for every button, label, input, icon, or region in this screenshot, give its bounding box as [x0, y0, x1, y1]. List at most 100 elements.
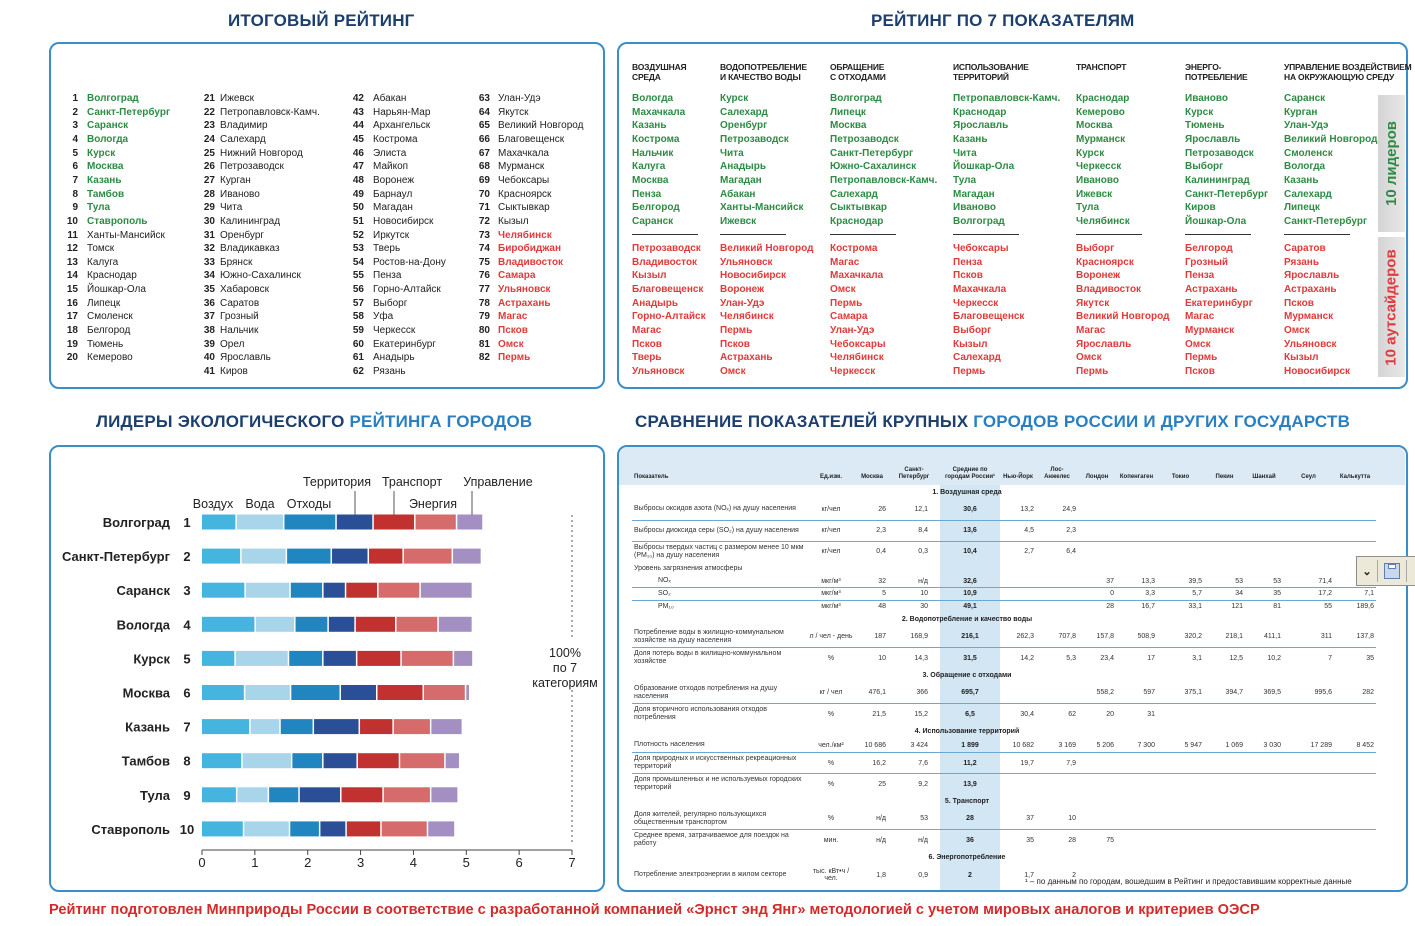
indicator-outsider: Воронеж: [720, 283, 765, 295]
cell-Санкт-Петербург: 9,2: [918, 780, 928, 788]
row-label: Плотность населения: [632, 738, 806, 753]
indicator-leader: Магадан: [953, 188, 995, 200]
indicator-leader: Петрозаводск: [830, 133, 899, 145]
cell-Средние по городам России¹: 11,2: [940, 752, 1000, 774]
indicator-outsider: Кызыл: [953, 338, 988, 350]
bar-segment-Управление: [454, 650, 473, 666]
rating-city: Казань: [87, 174, 122, 186]
cell-Лондон: 0: [1078, 587, 1116, 601]
indicator-leader: Казань: [1284, 174, 1319, 186]
rating-rank: 30: [203, 215, 215, 227]
cell-Лондон: [1078, 541, 1116, 562]
indicator-header: ИСПОЛЬЗОВАНИЕ ТЕРРИТОРИЙ: [953, 62, 1029, 82]
rating-city: Кызыл: [498, 215, 529, 227]
cell-Средние по городам России¹: 10,4: [940, 541, 1000, 562]
cell-Пекин: [1204, 541, 1245, 562]
cell-Средние по городам России¹: 28: [940, 808, 1000, 830]
cell-Средние по городам России¹: 32,6: [940, 575, 1000, 588]
rating-city: Биробиджан: [498, 243, 562, 255]
indicator-outsider: Магас: [830, 256, 860, 268]
cell-Санкт-Петербург: 7,6: [888, 752, 940, 774]
indicator-leader: Ярославль: [953, 120, 1009, 132]
rating-rank: 16: [66, 297, 78, 309]
rating-city: Ижевск: [220, 93, 255, 104]
save-icon[interactable]: [1384, 563, 1400, 579]
row-unit: %: [827, 780, 835, 788]
rating-city: Магас: [498, 311, 528, 323]
outsiders-side-tab: 10 аутсайдеров: [1378, 237, 1405, 377]
cell-Сеул: [1283, 808, 1334, 830]
table-row: Образование отходов потребления на душу …: [632, 682, 1376, 704]
cell-Лос-Анжелес: [1036, 682, 1078, 704]
cell-Санкт-Петербург: 14,3: [914, 654, 928, 662]
indicator-leader: Липецк: [830, 106, 866, 118]
indicator-leader: Салехард: [720, 106, 768, 118]
indicator-outsider: Челябинск: [830, 352, 884, 364]
rating-rank: 79: [478, 311, 490, 323]
bar-segment-Энергия: [378, 582, 420, 598]
reference-label-bg: [519, 640, 599, 686]
bar-segment-Территория: [314, 719, 359, 735]
rating-city: Петропавловск-Камч.: [220, 106, 320, 118]
rating-rank: 55: [352, 270, 364, 282]
row-unit: кг/чел: [806, 499, 856, 521]
indicator-outsider: Выборг: [953, 324, 992, 336]
rating-rank: 66: [478, 133, 490, 145]
indicator-outsider: Пермь: [953, 365, 986, 377]
row-label: SO₂: [632, 587, 806, 601]
indicator-outsider: Омск: [720, 365, 746, 377]
bar-segment-Управление: [431, 787, 458, 803]
rating-city: Уфа: [373, 311, 394, 323]
cell-Санкт-Петербург: 168,9: [888, 626, 940, 648]
cell-Калькутта: [1334, 499, 1376, 521]
rating-city: Курган: [220, 174, 251, 186]
indicator-leader: Кемерово: [1076, 106, 1125, 118]
rating-city: Ярославль: [220, 352, 271, 364]
rating-city: Брянск: [220, 256, 253, 268]
bar-segment-Воздух: [202, 548, 241, 564]
comparison-header-band: [619, 447, 1405, 485]
indicator-header: ТРАНСПОРТ: [1076, 62, 1126, 72]
rating-city: Орел: [220, 338, 245, 350]
rating-city: Ульяновск: [498, 284, 551, 296]
cell-Лондон: 5 206: [1078, 738, 1116, 753]
rating-rank: 78: [478, 297, 490, 309]
rating-city: Махачкала: [498, 147, 549, 159]
rating-city: Омск: [498, 338, 524, 350]
indicator-leader: Вологда: [632, 93, 674, 104]
indicator-header-line2: С ОТХОДАМИ: [830, 72, 886, 82]
title-part-light: ГОРОДОВ РОССИИ И ДРУГИХ ГОСУДАРСТВ: [973, 412, 1351, 431]
bar-city-label: Санкт-Петербург: [62, 549, 171, 564]
cell-Калькутта: [1334, 774, 1376, 795]
row-unit: л / чел - день: [806, 626, 856, 648]
rating-rank: 20: [66, 352, 78, 364]
indicator-outsider: Ульяновск: [1284, 338, 1337, 350]
cell-Средние по городам России¹: 49,1: [940, 600, 1000, 613]
indicator-leader: Саранск: [632, 215, 674, 227]
bar-segment-Вода: [250, 719, 280, 735]
cell-Нью-Йорк: [1000, 600, 1036, 613]
indicator-leader: Краснодар: [953, 106, 1007, 118]
legend-label: Энергия: [409, 497, 457, 511]
cell-Средние по городам России¹: 6,5: [940, 703, 1000, 725]
bar-city-label: Тамбов: [122, 754, 170, 769]
indicator-outsider: Магас: [632, 324, 662, 336]
bar-segment-Отходы: [291, 685, 340, 700]
cell-Шанхай: 3 030: [1245, 738, 1283, 753]
indicator-leader: Чита: [953, 147, 977, 159]
rating-city: Салехард: [220, 133, 266, 145]
indicator-separator: [720, 234, 786, 235]
cell-Копенгаген: [1116, 830, 1157, 851]
rating-rank: 37: [203, 311, 215, 323]
table-row: Доля промышленных и не используемых горо…: [632, 773, 1376, 795]
rating-city: Челябинск: [498, 229, 552, 241]
bar-segment-Транспорт: [360, 719, 393, 735]
bar-segment-Энергия: [383, 787, 430, 803]
indicator-outsider: Ульяновск: [632, 365, 685, 377]
cell-Нью-Йорк: 262,3: [1000, 626, 1036, 648]
chevron-double-down-icon[interactable]: ⌄: [1362, 565, 1372, 578]
cell-Калькутта: [1334, 704, 1376, 725]
bar-segment-Вода: [255, 616, 295, 632]
indicator-outsider: Улан-Удэ: [720, 297, 765, 309]
cell-Калькутта: [1334, 752, 1376, 774]
